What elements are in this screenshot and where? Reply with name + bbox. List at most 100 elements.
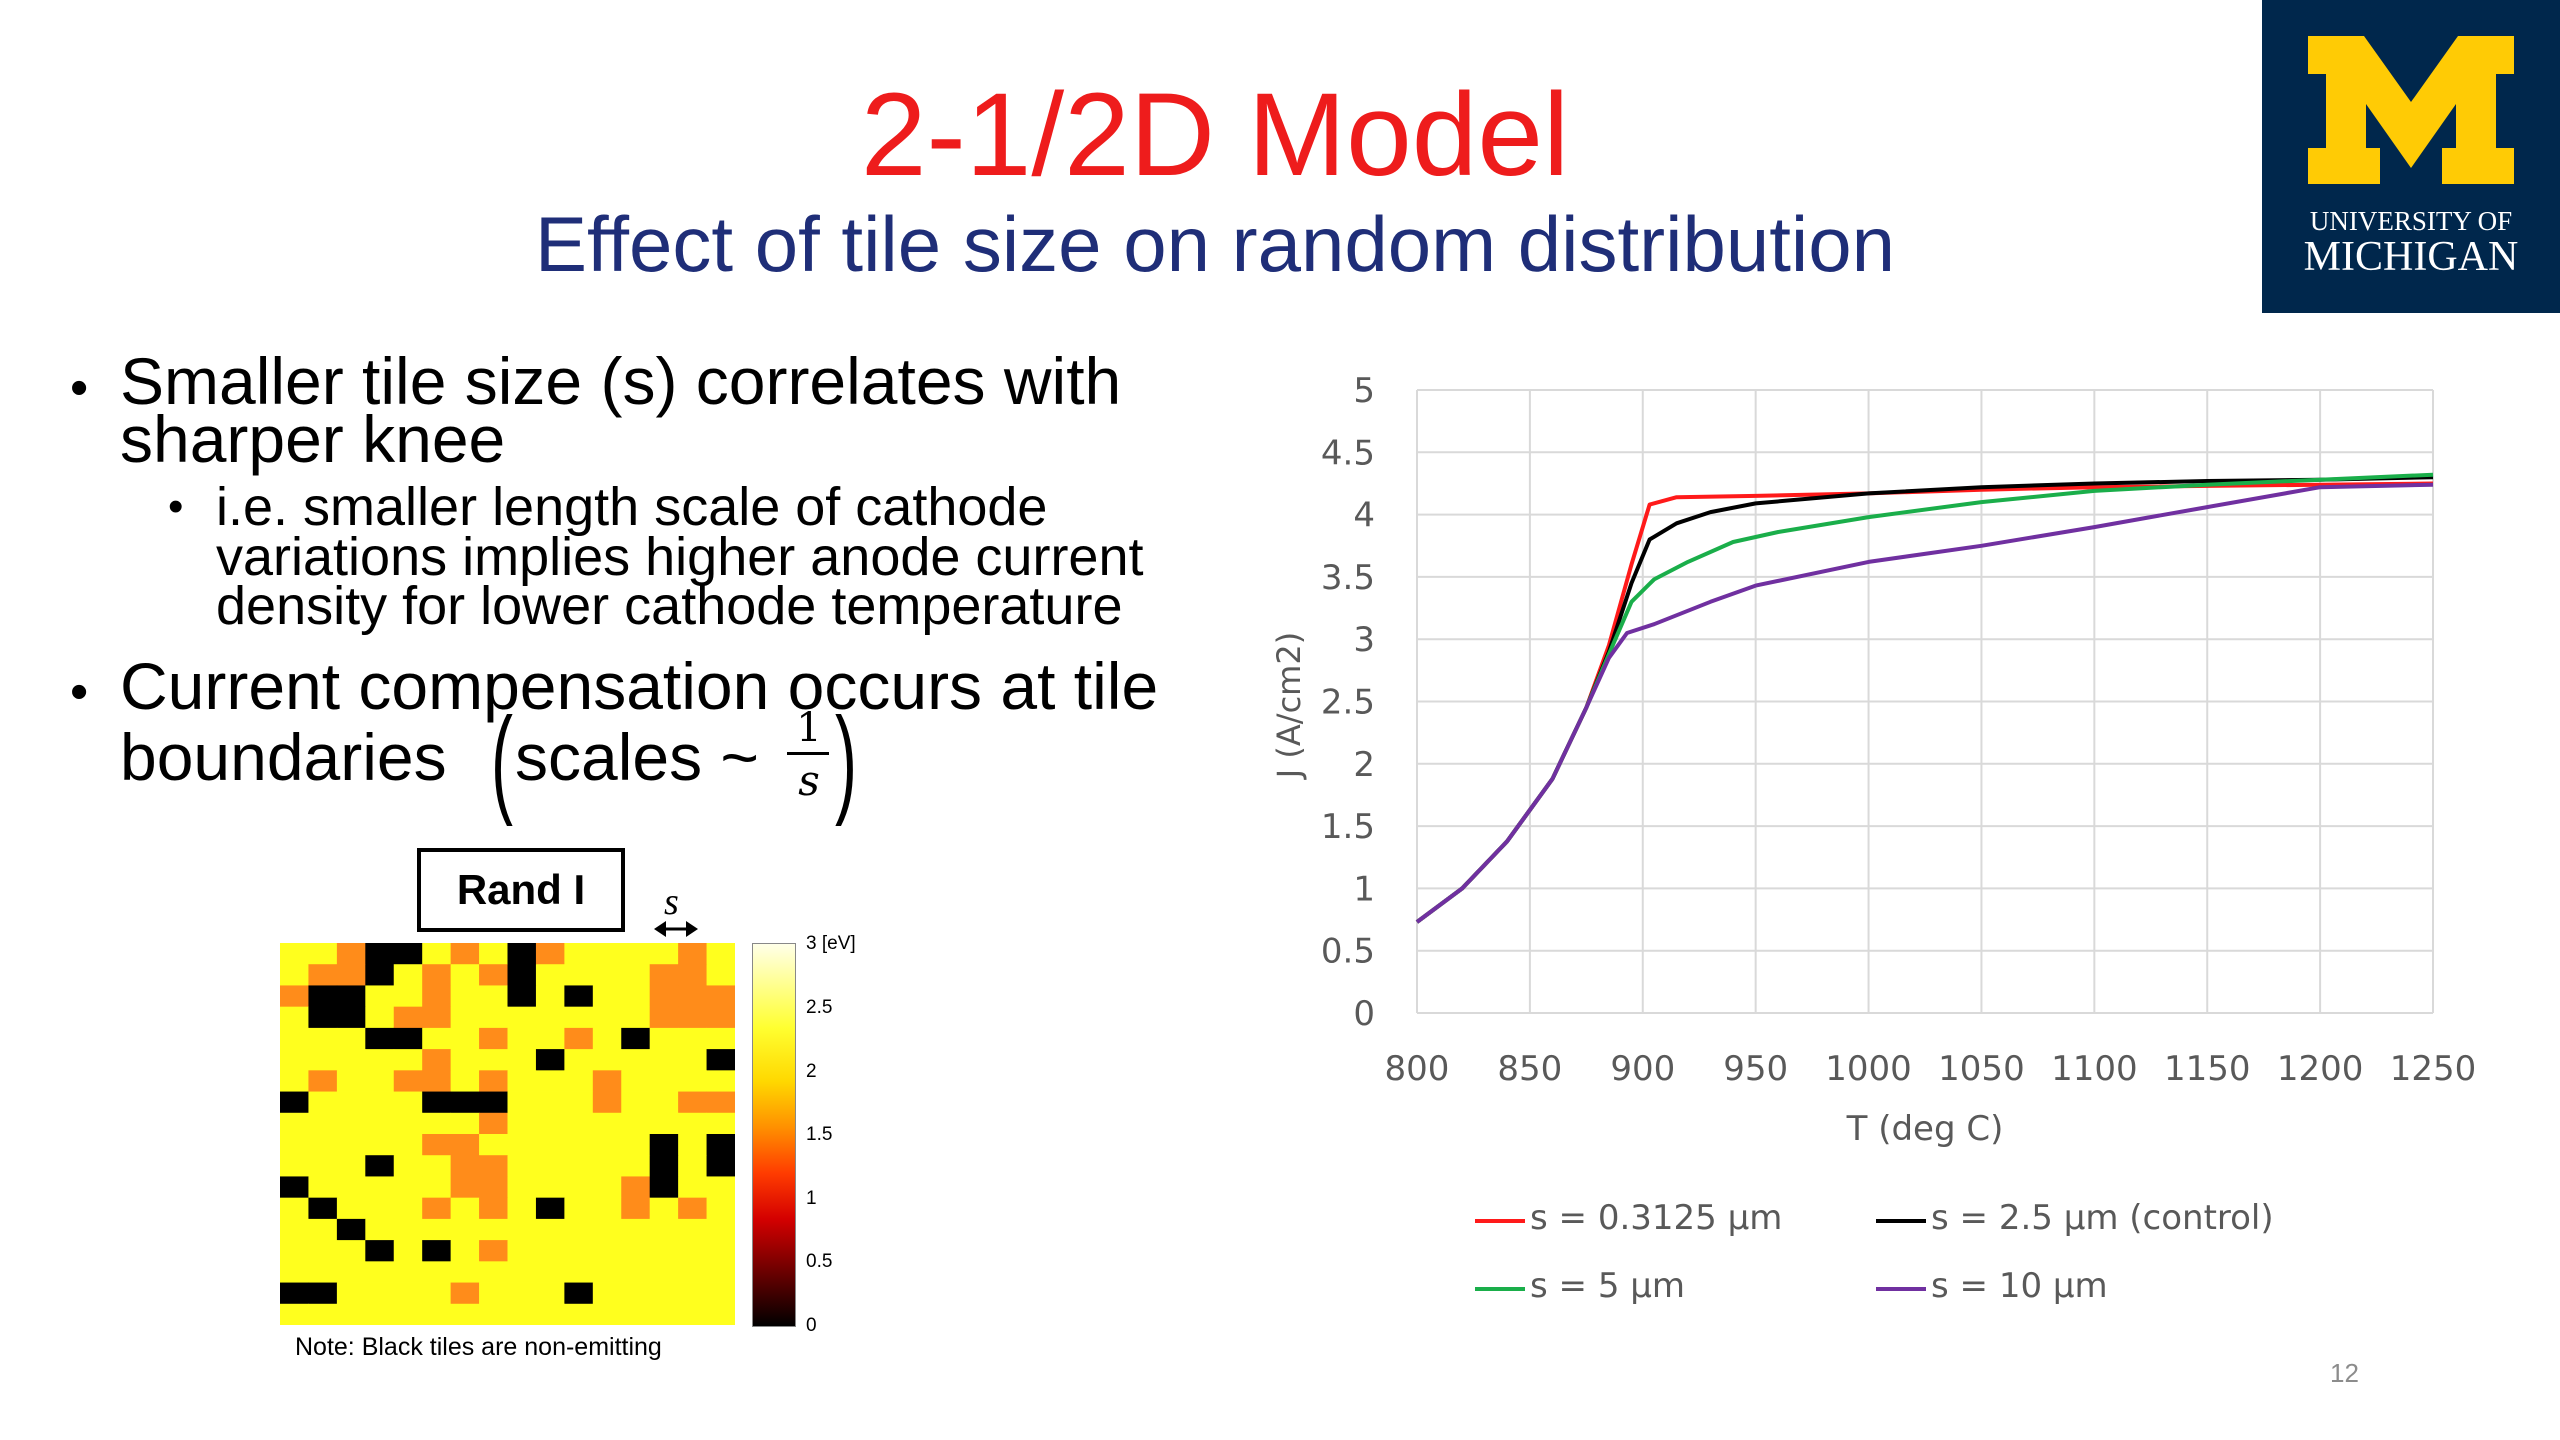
logo-text-university-of: UNIVERSITY OF (2309, 206, 2513, 236)
heatmap-tile (365, 1049, 395, 1071)
heatmap-tile (592, 1197, 622, 1220)
heatmap-tile (280, 1176, 309, 1199)
heatmap-tile (393, 1261, 423, 1283)
x-tick-label: 950 (1723, 1049, 1788, 1089)
heatmap-tile (365, 1006, 395, 1029)
heatmap-tile (280, 1027, 309, 1050)
heatmap-tile (336, 1091, 366, 1114)
heatmap-tile (564, 964, 594, 986)
heatmap-tile (450, 1027, 480, 1050)
formula-numerator: 1 (796, 705, 822, 751)
x-tick-label: 900 (1610, 1049, 1675, 1089)
heatmap-tile (507, 943, 537, 965)
heatmap-tile (535, 943, 565, 965)
heatmap-tile (450, 1091, 480, 1114)
heatmap-tile (479, 1049, 508, 1071)
heatmap-tile (479, 1282, 508, 1305)
heatmap-tile (507, 1155, 537, 1177)
heatmap-tile (393, 985, 423, 1008)
heatmap-tile (621, 1006, 651, 1029)
heatmap-tile (706, 1070, 735, 1092)
heatmap-tile (507, 1006, 537, 1029)
colorbar-tick: 1 (806, 1188, 817, 1209)
heatmap-tile (365, 1070, 395, 1092)
formula-denominator: s (798, 756, 820, 805)
heatmap-tile (280, 1112, 309, 1135)
heatmap-tile (706, 1218, 735, 1241)
heatmap-tile (450, 1218, 480, 1241)
heatmap-tile (336, 1112, 366, 1135)
heatmap-tile (336, 1197, 366, 1220)
heatmap-tile (422, 1006, 452, 1029)
heatmap-tile (592, 1006, 622, 1029)
x-tick-label: 1000 (1825, 1049, 1912, 1089)
heatmap-tile (479, 943, 508, 965)
heatmap-tile (422, 1282, 452, 1305)
heatmap-tile (592, 1027, 622, 1050)
heatmap-tile (507, 1070, 537, 1092)
heatmap-tile (678, 1049, 707, 1071)
heatmap-tile (393, 964, 423, 986)
heatmap-tile (336, 1070, 366, 1092)
y-tick-label: 3 (1353, 620, 1375, 660)
heatmap-tile (280, 1006, 309, 1029)
heatmap-tile (592, 985, 622, 1008)
heatmap-tile (393, 1282, 423, 1305)
heatmap-tile (308, 943, 338, 965)
bullet-2-line-1: Current compensation occurs at tile (120, 649, 1159, 723)
heatmap-tile (564, 1134, 594, 1156)
university-logo: UNIVERSITY OF MICHIGAN (2262, 0, 2560, 313)
heatmap-tile (621, 1282, 651, 1305)
legend-label-s-10: s = 10 µm (1931, 1266, 2108, 1306)
heatmap-tile (592, 1155, 622, 1177)
heatmap-tile (706, 943, 735, 965)
heatmap-tile (649, 1006, 679, 1029)
heatmap-tile (621, 1049, 651, 1071)
heatmap-tile (308, 1155, 338, 1177)
heatmap-tile (706, 1155, 735, 1177)
heatmap-tile (507, 964, 537, 986)
heatmap-tile (365, 1155, 395, 1177)
heatmap-tile (706, 1134, 735, 1156)
heatmap-tile (507, 1218, 537, 1241)
heatmap-tile (649, 1282, 679, 1305)
y-tick-label: 2 (1353, 745, 1375, 785)
heatmap-tile (706, 1176, 735, 1199)
heatmap-tile (564, 1006, 594, 1029)
y-tick-label: 4 (1353, 496, 1375, 536)
heatmap-tile (649, 1218, 679, 1241)
heatmap-tile (336, 1218, 366, 1241)
heatmap-tile (450, 943, 480, 965)
heatmap-tile (280, 964, 309, 986)
heatmap-tile (479, 1070, 508, 1092)
heatmap-tile (535, 1155, 565, 1177)
heatmap-tile (450, 1176, 480, 1199)
chart-grid (1416, 389, 2434, 1014)
heatmap-tile (336, 964, 366, 986)
heatmap-tile (280, 1049, 309, 1071)
heatmap-tile (365, 1134, 395, 1156)
y-tick-label: 1.5 (1321, 807, 1375, 847)
heatmap-tile (336, 1282, 366, 1305)
heatmap-tile (678, 964, 707, 986)
heatmap-tile (308, 1027, 338, 1050)
heatmap-tile (678, 943, 707, 965)
heatmap-tile (336, 1155, 366, 1177)
heatmap-tile (479, 1218, 508, 1241)
heatmap-tile (336, 1027, 366, 1050)
heatmap-tile (422, 1261, 452, 1283)
double-arrow-icon (654, 921, 698, 937)
heatmap-tile (621, 1240, 651, 1262)
heatmap-tile (592, 1261, 622, 1283)
heatmap-tile (621, 1303, 651, 1325)
heatmap-tile (393, 1240, 423, 1262)
x-axis-label: T (deg C) (1846, 1109, 2004, 1149)
heatmap-tile (479, 1027, 508, 1050)
heatmap-tile (592, 943, 622, 965)
heatmap-tile (507, 985, 537, 1008)
heatmap-tile (678, 1303, 707, 1325)
heatmap-tile (450, 985, 480, 1008)
heatmap-tile (535, 1197, 565, 1220)
heatmap-tile (535, 1049, 565, 1071)
heatmap-tile (280, 1155, 309, 1177)
